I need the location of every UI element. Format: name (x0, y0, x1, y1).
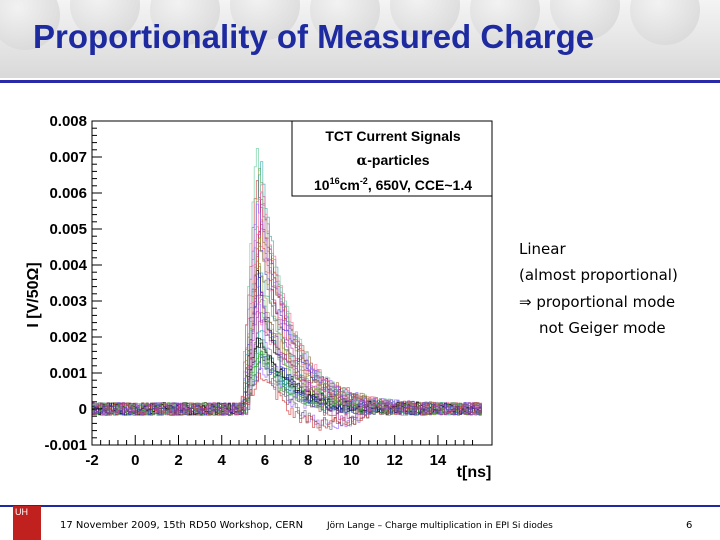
implies-arrow-icon: ⇒ (519, 293, 532, 311)
signal-trace (92, 291, 482, 416)
x-tick-label: 8 (304, 452, 312, 469)
footer-author-talk: Jörn Lange – Charge multiplication in EP… (327, 521, 553, 531)
x-tick-label: 4 (218, 452, 227, 469)
page-title: Proportionality of Measured Charge (33, 18, 595, 55)
trace-group (92, 148, 482, 431)
x-tick-label: 12 (386, 452, 403, 469)
university-logo: UH (13, 506, 41, 540)
legend-title: TCT Current Signals (325, 128, 461, 144)
y-tick-label: 0.003 (49, 293, 87, 310)
y-axis-label: I [V/50Ω] (25, 262, 42, 327)
y-tick-label: 0.006 (49, 185, 87, 202)
y-tick-label: 0.001 (49, 365, 87, 382)
annotation-proportional-text: proportional mode (536, 293, 676, 311)
y-tick-label: 0 (79, 401, 87, 418)
y-tick-label: 0.005 (49, 221, 87, 238)
y-axis: -0.001 0 0.001 0.002 0.003 0.004 0.005 0.006 0.0… (44, 113, 102, 454)
footer-divider (0, 505, 720, 507)
annotation-not-geiger: not Geiger mode (539, 319, 666, 337)
x-tick-label: 0 (131, 452, 139, 469)
page-number: 6 (686, 520, 693, 531)
tct-chart: -0.001 0 0.001 0.002 0.003 0.004 0.005 0.006 0.0… (25, 113, 493, 481)
header-background (0, 0, 720, 78)
y-tick-label: -0.001 (44, 437, 87, 454)
title-divider (0, 80, 720, 83)
footer-date-event: 17 November 2009, 15th RD50 Workshop, CE… (60, 520, 304, 531)
x-tick-label: 2 (174, 452, 182, 469)
x-tick-label: 14 (430, 452, 447, 469)
chart-legend-box: TCT Current Signals α-particles 1016cm-2… (291, 120, 493, 197)
legend-particles: α-particles (356, 152, 429, 169)
x-axis-label: t[ns] (457, 464, 492, 481)
x-axis: -2 0 2 4 6 8 10 12 14 (85, 435, 474, 469)
x-tick-label: -2 (85, 452, 98, 469)
x-tick-label: 10 (343, 452, 360, 469)
y-tick-label: 0.002 (49, 329, 87, 346)
y-tick-label: 0.004 (49, 257, 87, 274)
y-tick-label: 0.008 (49, 113, 87, 130)
annotation-linear: Linear (519, 240, 566, 258)
annotation-proportional-mode: ⇒ proportional mode (519, 293, 675, 311)
x-tick-label: 6 (261, 452, 269, 469)
y-tick-label: 0.007 (49, 149, 87, 166)
signal-trace (92, 272, 482, 416)
annotation-almost-proportional: (almost proportional) (519, 266, 678, 284)
legend-conditions: 1016cm-2, 650V, CCE~1.4 (314, 176, 472, 193)
